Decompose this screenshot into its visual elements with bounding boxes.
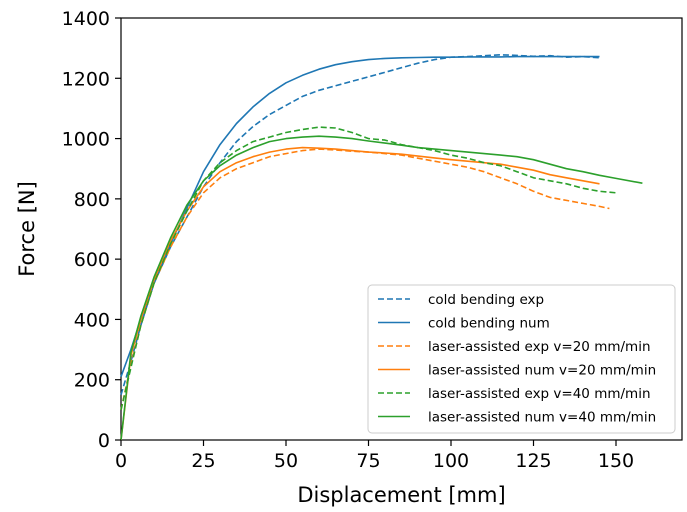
x-axis-label: Displacement [mm] [297,483,505,507]
series-line-1 [120,55,600,377]
x-tick-label: 125 [515,450,551,472]
legend-entry-1: cold bending num [428,316,550,332]
series-line-2 [120,148,610,411]
x-tick-label: 150 [598,450,634,472]
x-tick-label: 100 [433,450,469,472]
series-line-4 [120,126,617,411]
y-tick-label: 600 [74,249,110,271]
series-layer [120,54,643,441]
y-tick-label: 1400 [62,8,110,30]
x-tick-label: 75 [356,450,380,472]
y-tick-label: 400 [74,309,110,331]
y-tick-label: 800 [74,189,110,211]
axes: 0 25 50 75 100 125 150 0 200 400 600 800 1000 1200 140… [62,8,634,472]
legend: cold bending exp cold bending num laser-as… [367,284,676,434]
series-line-5 [120,135,643,441]
y-tick-label: 0 [98,430,110,452]
y-axis-label: Force [N] [15,181,39,277]
legend-entry-5: laser-assisted num v=40 mm/min [428,410,656,426]
x-tick-label: 25 [191,450,215,472]
y-tick-label: 1200 [62,68,110,90]
series-line-0 [120,54,600,396]
x-tick-label: 50 [274,450,298,472]
legend-box [367,284,676,434]
y-tick-label: 1000 [62,129,110,151]
legend-entry-2: laser-assisted exp v=20 mm/min [428,339,651,355]
x-tick-label: 0 [115,450,127,472]
y-tick-label: 200 [74,370,110,392]
legend-entry-0: cold bending exp [428,292,544,308]
legend-entry-3: laser-assisted num v=20 mm/min [428,363,656,379]
legend-entry-4: laser-assisted exp v=40 mm/min [428,386,651,402]
